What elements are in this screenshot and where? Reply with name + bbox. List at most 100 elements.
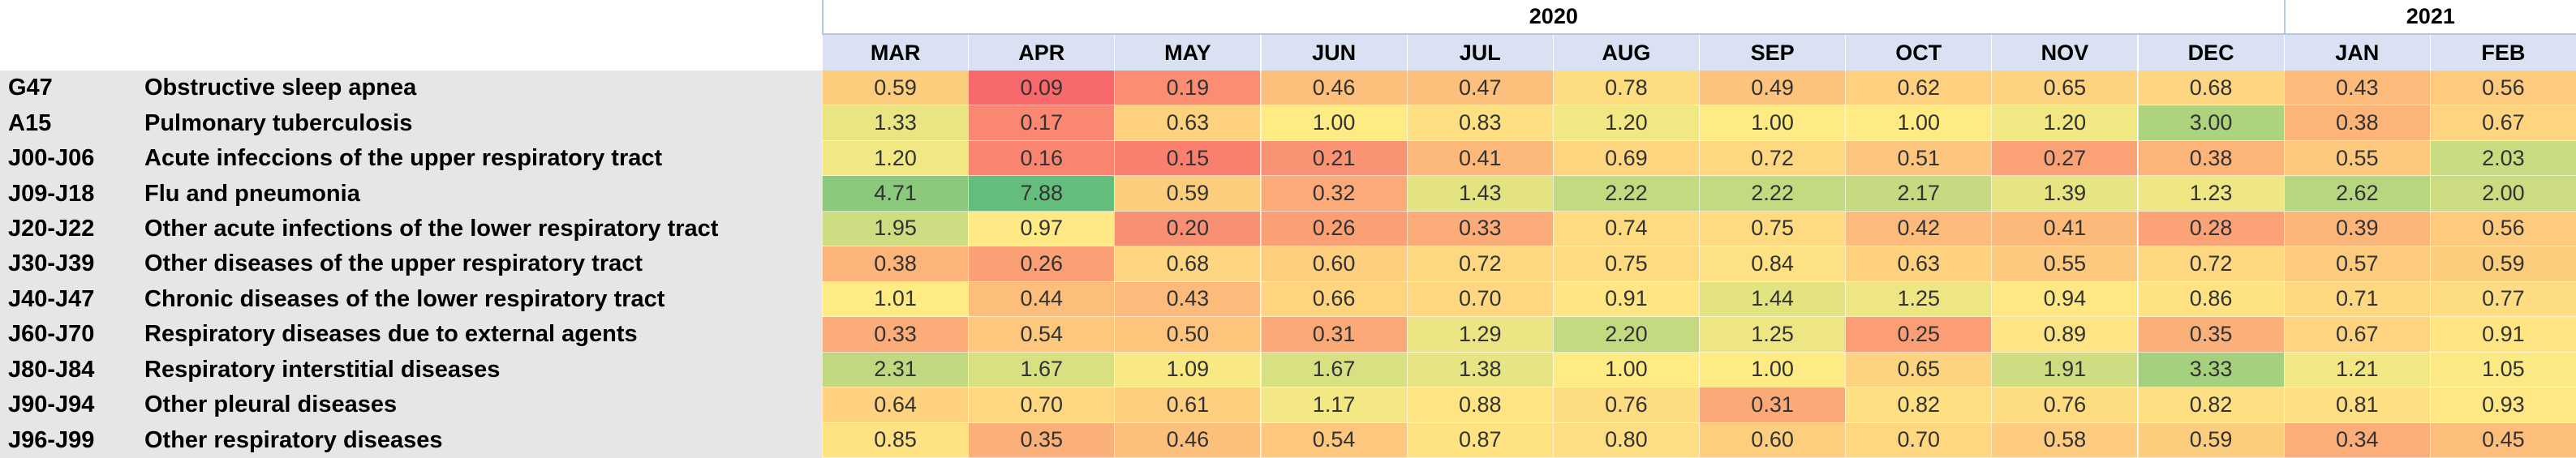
heat-cell: 1.21 (2283, 352, 2430, 388)
heat-cell: 2.22 (1552, 176, 1699, 212)
heat-cell: 0.41 (1991, 211, 2138, 247)
heat-cell: 0.19 (1114, 70, 1261, 106)
heat-cell: 0.16 (968, 140, 1115, 177)
heat-cell: 0.89 (1991, 317, 2138, 353)
heat-cell: 0.59 (2137, 422, 2284, 458)
heat-cell: 0.75 (1552, 246, 1699, 282)
heat-cell: 1.20 (1552, 105, 1699, 141)
heat-cell: 0.59 (822, 70, 969, 106)
heat-cell: 2.22 (1699, 176, 1846, 212)
heat-cell: 0.35 (968, 422, 1115, 458)
heat-cell: 0.93 (2429, 387, 2576, 423)
row-label-bg (0, 352, 822, 388)
heat-cell: 0.34 (2283, 422, 2430, 458)
heat-cell: 0.68 (2137, 70, 2284, 106)
heat-cell: 4.71 (822, 176, 969, 212)
heat-cell: 0.43 (2283, 70, 2430, 106)
row-label-bg (0, 211, 822, 247)
heat-cell: 0.81 (2283, 387, 2430, 423)
heat-cell: 0.38 (2283, 105, 2430, 141)
heat-cell: 0.38 (822, 246, 969, 282)
heat-cell: 0.75 (1699, 211, 1846, 247)
heat-cell: 0.70 (1845, 422, 1992, 458)
heat-cell: 0.63 (1845, 246, 1992, 282)
heat-cell: 0.76 (1552, 387, 1699, 423)
heat-cell: 0.09 (968, 70, 1115, 106)
heat-cell: 2.20 (1552, 317, 1699, 353)
heat-cell: 0.80 (1552, 422, 1699, 458)
heat-cell: 0.25 (1845, 317, 1992, 353)
heat-cell: 0.31 (1699, 387, 1846, 423)
heat-cell: 1.05 (2429, 352, 2576, 388)
heat-cell: 0.78 (1552, 70, 1699, 106)
row-name: Respiratory diseases due to external age… (144, 321, 638, 348)
heat-cell: 0.65 (1991, 70, 2138, 106)
heat-cell: 1.20 (822, 140, 969, 177)
heat-cell: 0.58 (1991, 422, 2138, 458)
heat-cell: 0.97 (968, 211, 1115, 247)
month-header: DEC (2137, 35, 2284, 71)
heat-cell: 0.46 (1260, 70, 1407, 106)
heat-cell: 0.63 (1114, 105, 1261, 141)
row-label-bg (0, 176, 822, 212)
row-name: Acute infeccions of the upper respirator… (144, 145, 663, 172)
heat-cell: 2.17 (1845, 176, 1992, 212)
row-code: J60-J70 (8, 321, 95, 348)
row-label-bg (0, 140, 822, 177)
heat-cell: 0.26 (1260, 211, 1407, 247)
heat-cell: 0.56 (2429, 211, 2576, 247)
heat-cell: 0.64 (822, 387, 969, 423)
heat-cell: 1.95 (822, 211, 969, 247)
heat-cell: 0.77 (2429, 281, 2576, 318)
heat-cell: 1.00 (1699, 352, 1846, 388)
heat-cell: 0.33 (1406, 211, 1553, 247)
month-header: NOV (1991, 35, 2138, 71)
heat-cell: 0.74 (1552, 211, 1699, 247)
row-code: J96-J99 (8, 426, 95, 453)
heat-cell: 0.38 (2137, 140, 2284, 177)
heat-cell: 0.35 (2137, 317, 2284, 353)
month-header: MAR (822, 35, 969, 71)
heat-cell: 0.61 (1114, 387, 1261, 423)
row-name: Respiratory interstitial diseases (144, 356, 501, 383)
row-code: J20-J22 (8, 215, 95, 242)
heat-cell: 0.15 (1114, 140, 1261, 177)
row-code: A15 (8, 109, 52, 136)
heat-cell: 1.29 (1406, 317, 1553, 353)
row-code: J09-J18 (8, 180, 95, 207)
heat-cell: 2.00 (2429, 176, 2576, 212)
heat-cell: 0.21 (1260, 140, 1407, 177)
heat-cell: 1.39 (1991, 176, 2138, 212)
row-label-bg (0, 246, 822, 282)
row-code: G47 (8, 75, 53, 101)
heat-cell: 0.82 (2137, 387, 2284, 423)
month-header: MAY (1114, 35, 1261, 71)
heat-cell: 0.59 (1114, 176, 1261, 212)
heat-cell: 3.00 (2137, 105, 2284, 141)
month-header: FEB (2429, 35, 2576, 71)
row-label-bg (0, 317, 822, 353)
heat-cell: 1.09 (1114, 352, 1261, 388)
heat-cell: 1.67 (968, 352, 1115, 388)
heat-cell: 1.25 (1699, 317, 1846, 353)
heat-cell: 0.91 (1552, 281, 1699, 318)
heat-cell: 0.27 (1991, 140, 2138, 177)
heat-cell: 1.67 (1260, 352, 1407, 388)
row-label-bg (0, 105, 822, 141)
heat-cell: 0.71 (2283, 281, 2430, 318)
row-name: Other acute infections of the lower resp… (144, 215, 719, 242)
row-name: Pulmonary tuberculosis (144, 109, 413, 136)
heat-cell: 0.55 (2283, 140, 2430, 177)
month-header: OCT (1845, 35, 1992, 71)
row-code: J00-J06 (8, 145, 95, 172)
heat-cell: 1.20 (1991, 105, 2138, 141)
heat-cell: 0.66 (1260, 281, 1407, 318)
heat-cell: 0.69 (1552, 140, 1699, 177)
heat-cell: 0.42 (1845, 211, 1992, 247)
heat-cell: 1.23 (2137, 176, 2284, 212)
heat-cell: 2.62 (2283, 176, 2430, 212)
month-header: APR (968, 35, 1115, 71)
row-name: Other respiratory diseases (144, 426, 443, 453)
heat-cell: 0.49 (1699, 70, 1846, 106)
heat-cell: 0.32 (1260, 176, 1407, 212)
